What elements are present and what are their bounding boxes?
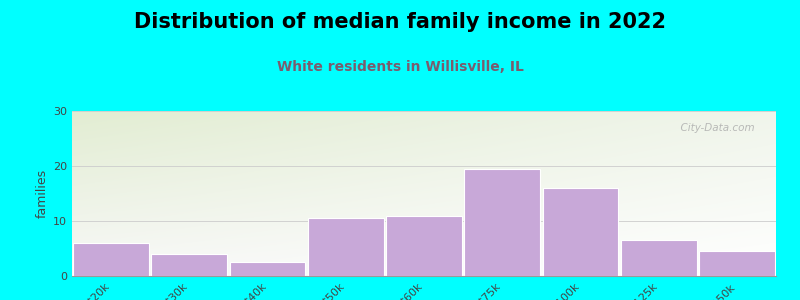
Bar	[151, 254, 227, 276]
Text: City-Data.com: City-Data.com	[674, 122, 755, 133]
Text: Distribution of median family income in 2022: Distribution of median family income in …	[134, 12, 666, 32]
Y-axis label: families: families	[36, 169, 49, 218]
Bar	[621, 240, 697, 276]
Bar	[230, 262, 306, 276]
Bar	[699, 251, 775, 276]
Bar	[386, 215, 462, 276]
Bar	[542, 188, 618, 276]
Bar	[73, 243, 149, 276]
Bar	[308, 218, 384, 276]
Text: White residents in Willisville, IL: White residents in Willisville, IL	[277, 60, 523, 74]
Bar	[464, 169, 540, 276]
